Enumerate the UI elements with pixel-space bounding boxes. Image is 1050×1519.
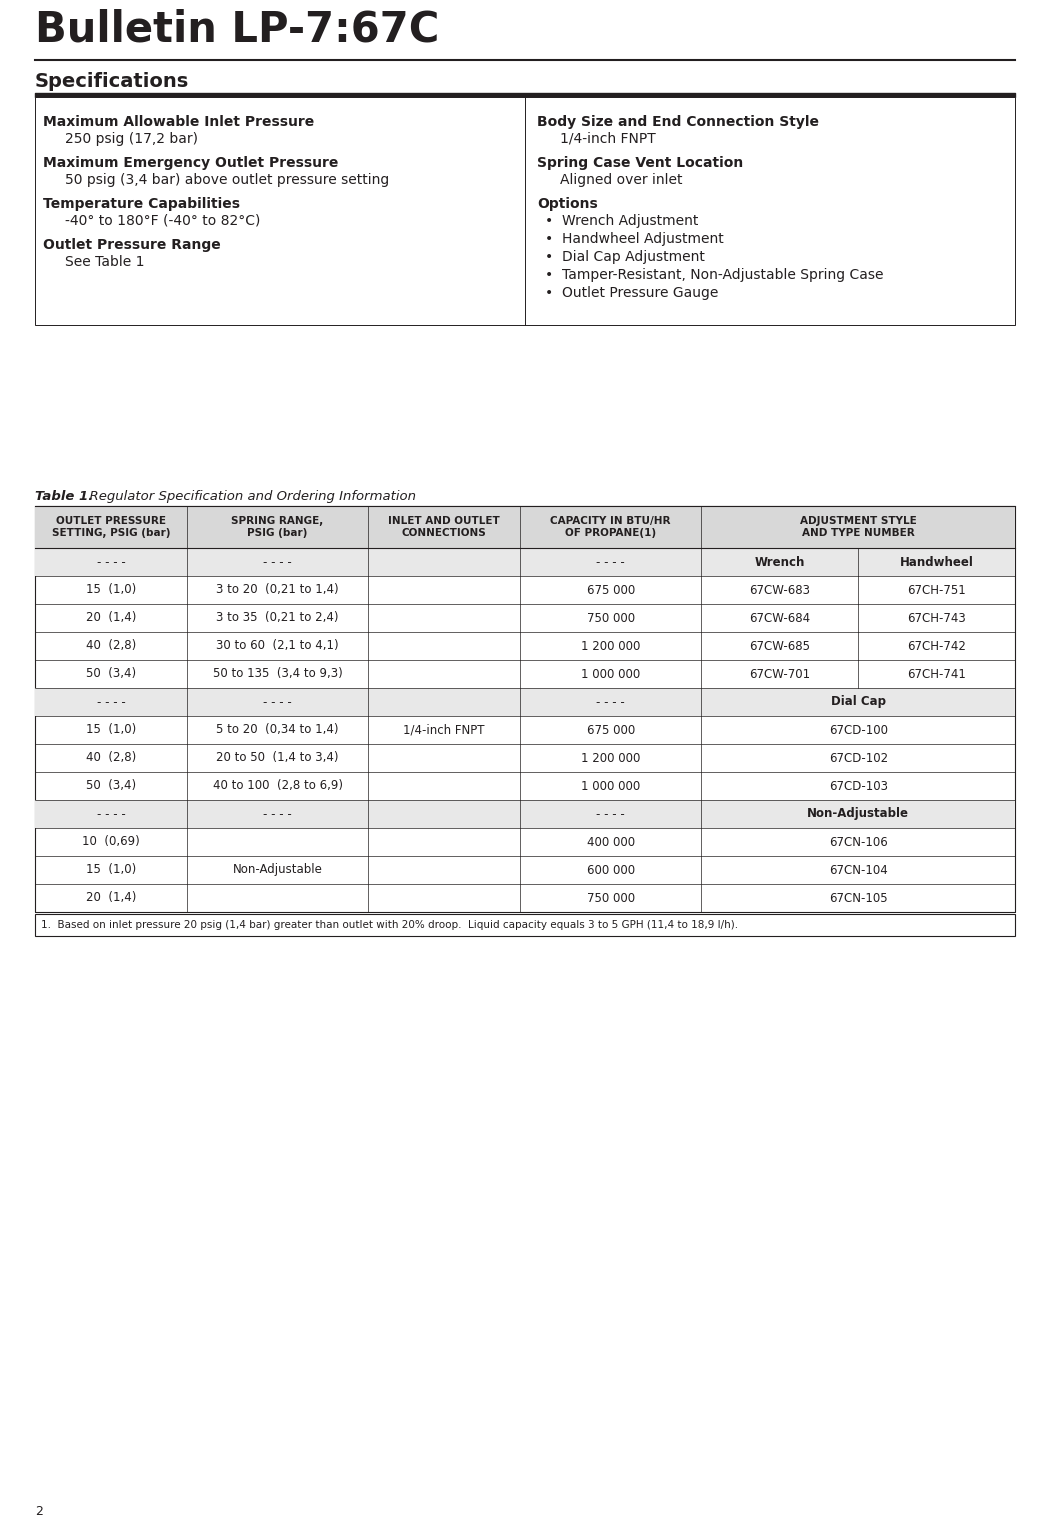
Text: ADJUSTMENT STYLE
AND TYPE NUMBER: ADJUSTMENT STYLE AND TYPE NUMBER [800,516,917,538]
Bar [35,506,1015,911]
Text: 67CD-102: 67CD-102 [828,752,887,764]
Text: Body Size and End Connection Style: Body Size and End Connection Style [537,115,819,129]
Text: 400 000: 400 000 [587,835,635,849]
Text: 1 200 000: 1 200 000 [581,639,640,653]
Text: Spring Case Vent Location: Spring Case Vent Location [537,156,743,170]
Text: Dial Cap: Dial Cap [831,696,886,708]
Text: Temperature Capabilities: Temperature Capabilities [43,197,240,211]
Text: 750 000: 750 000 [587,892,635,904]
Text: 600 000: 600 000 [587,863,635,876]
Text: Non-Adjustable: Non-Adjustable [807,808,909,820]
Text: Regulator Specification and Ordering Information: Regulator Specification and Ordering Inf… [81,491,416,503]
Text: 67CH-742: 67CH-742 [907,639,966,653]
Text: 1 200 000: 1 200 000 [581,752,640,764]
Text: Aligned over inlet: Aligned over inlet [560,173,682,187]
Text: Non-Adjustable: Non-Adjustable [233,863,322,876]
Text: 40  (2,8): 40 (2,8) [86,639,136,653]
Text: 50  (3,4): 50 (3,4) [86,779,136,793]
Bar [35,801,1015,828]
Text: 15  (1,0): 15 (1,0) [86,863,136,876]
Text: - - - -: - - - - [264,696,292,708]
Text: 15  (1,0): 15 (1,0) [86,583,136,597]
Text: - - - -: - - - - [596,808,625,820]
Text: 10  (0,69): 10 (0,69) [82,835,140,849]
Text: 250 psig (17,2 bar): 250 psig (17,2 bar) [65,132,198,146]
Text: - - - -: - - - - [97,808,125,820]
Text: 20  (1,4): 20 (1,4) [86,892,136,904]
Text: Bulletin LP-7:67C: Bulletin LP-7:67C [35,8,439,50]
Text: 40 to 100  (2,8 to 6,9): 40 to 100 (2,8 to 6,9) [212,779,342,793]
Text: 30 to 60  (2,1 to 4,1): 30 to 60 (2,1 to 4,1) [216,639,339,653]
Text: 1/4-inch FNPT: 1/4-inch FNPT [403,723,485,737]
Text: Specifications: Specifications [35,71,189,91]
Text: •  Tamper-Resistant, Non-Adjustable Spring Case: • Tamper-Resistant, Non-Adjustable Sprin… [545,267,883,283]
Text: Maximum Emergency Outlet Pressure: Maximum Emergency Outlet Pressure [43,156,338,170]
Text: 675 000: 675 000 [587,583,635,597]
Text: Table 1.: Table 1. [35,491,93,503]
Text: See Table 1: See Table 1 [65,255,145,269]
Text: 3 to 20  (0,21 to 1,4): 3 to 20 (0,21 to 1,4) [216,583,339,597]
Text: Maximum Allowable Inlet Pressure: Maximum Allowable Inlet Pressure [43,115,314,129]
Text: 67CN-104: 67CN-104 [828,863,887,876]
Text: 67CH-743: 67CH-743 [907,612,966,624]
Text: 67CD-100: 67CD-100 [828,723,887,737]
Text: 2: 2 [35,1505,43,1517]
Text: •  Wrench Adjustment: • Wrench Adjustment [545,214,698,228]
Text: 50 to 135  (3,4 to 9,3): 50 to 135 (3,4 to 9,3) [213,667,342,681]
Text: - - - -: - - - - [596,696,625,708]
Text: 67CN-106: 67CN-106 [828,835,887,849]
Bar [35,548,1015,576]
Text: 67CH-751: 67CH-751 [907,583,966,597]
Text: 67CH-741: 67CH-741 [907,667,966,681]
Bar [35,506,1015,548]
Text: 1/4-inch FNPT: 1/4-inch FNPT [560,132,656,146]
Text: 50  (3,4): 50 (3,4) [86,667,136,681]
Text: 67CW-685: 67CW-685 [750,639,811,653]
Text: CAPACITY IN BTU/HR
OF PROPANE(1): CAPACITY IN BTU/HR OF PROPANE(1) [550,516,671,538]
Text: 20  (1,4): 20 (1,4) [86,612,136,624]
Text: 67CW-684: 67CW-684 [750,612,811,624]
Text: OUTLET PRESSURE
SETTING, PSIG (bar): OUTLET PRESSURE SETTING, PSIG (bar) [51,516,170,538]
Text: 750 000: 750 000 [587,612,635,624]
Text: - - - -: - - - - [596,556,625,568]
Text: Handwheel: Handwheel [900,556,973,568]
Text: - - - -: - - - - [264,808,292,820]
Text: 67CW-701: 67CW-701 [750,667,811,681]
Text: - - - -: - - - - [97,696,125,708]
Text: 67CN-105: 67CN-105 [828,892,887,904]
Text: SPRING RANGE,
PSIG (bar): SPRING RANGE, PSIG (bar) [231,516,323,538]
Text: •  Handwheel Adjustment: • Handwheel Adjustment [545,232,723,246]
Bar [35,688,1015,715]
Text: 5 to 20  (0,34 to 1,4): 5 to 20 (0,34 to 1,4) [216,723,339,737]
Text: •  Dial Cap Adjustment: • Dial Cap Adjustment [545,251,705,264]
Text: -40° to 180°F (-40° to 82°C): -40° to 180°F (-40° to 82°C) [65,214,260,228]
Text: 20 to 50  (1,4 to 3,4): 20 to 50 (1,4 to 3,4) [216,752,339,764]
Text: 675 000: 675 000 [587,723,635,737]
Text: 50 psig (3,4 bar) above outlet pressure setting: 50 psig (3,4 bar) above outlet pressure … [65,173,390,187]
Text: 67CW-683: 67CW-683 [750,583,811,597]
Text: •  Outlet Pressure Gauge: • Outlet Pressure Gauge [545,286,718,299]
Text: - - - -: - - - - [97,556,125,568]
Bar [35,97,1015,325]
Text: 67CD-103: 67CD-103 [828,779,887,793]
Text: 40  (2,8): 40 (2,8) [86,752,136,764]
Text: Outlet Pressure Range: Outlet Pressure Range [43,238,220,252]
Text: - - - -: - - - - [264,556,292,568]
Text: 1 000 000: 1 000 000 [581,779,640,793]
Bar [35,914,1015,936]
Text: 1 000 000: 1 000 000 [581,667,640,681]
Text: 1.  Based on inlet pressure 20 psig (1,4 bar) greater than outlet with 20% droop: 1. Based on inlet pressure 20 psig (1,4 … [41,921,738,930]
Text: 15  (1,0): 15 (1,0) [86,723,136,737]
Text: 3 to 35  (0,21 to 2,4): 3 to 35 (0,21 to 2,4) [216,612,339,624]
Text: INLET AND OUTLET
CONNECTIONS: INLET AND OUTLET CONNECTIONS [388,516,500,538]
Text: Options: Options [537,197,597,211]
Text: Wrench: Wrench [755,556,805,568]
